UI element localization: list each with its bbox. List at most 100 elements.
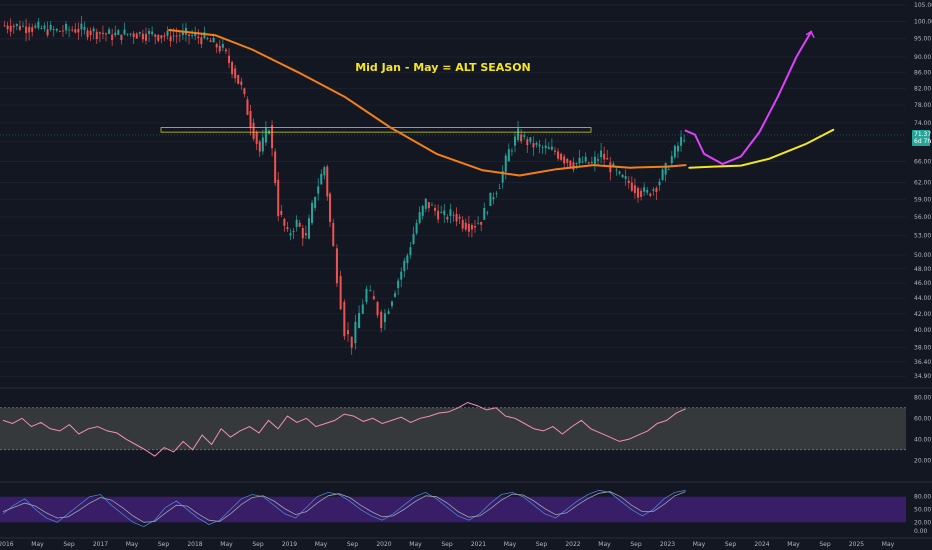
- candle-body: [464, 222, 467, 230]
- candle-body: [71, 29, 74, 31]
- candle-body: [52, 29, 55, 31]
- candle-body: [197, 36, 200, 39]
- candle-body: [664, 163, 667, 175]
- candle-body: [277, 179, 280, 216]
- candle-body: [311, 202, 314, 223]
- time-tick-label: 2020: [376, 541, 391, 548]
- time-tick-label: Sep: [347, 541, 359, 548]
- candle-body: [427, 202, 430, 208]
- candle-body: [307, 218, 310, 239]
- candle-body: [37, 21, 40, 28]
- time-tick-label: 2023: [660, 541, 675, 548]
- projection-line: [688, 128, 835, 169]
- candle-body: [658, 181, 661, 186]
- candle-body: [612, 163, 615, 167]
- time-tick-label: May: [693, 541, 706, 548]
- candle-body: [507, 149, 510, 162]
- candle-body: [376, 301, 379, 316]
- candle-body: [144, 33, 147, 41]
- last-price-label: 71.37: [914, 131, 931, 138]
- time-axis: 2016 May Sep 2017 May Sep 2018 May Sep 2019 May Sep…: [0, 537, 932, 548]
- candle-body: [298, 222, 301, 227]
- time-tick-label: May: [220, 541, 233, 548]
- time-tick-label: 2022: [565, 541, 580, 548]
- candle-body: [461, 219, 464, 229]
- candle-body: [292, 231, 295, 233]
- candle-body: [400, 271, 403, 280]
- price-tick-label: 46.00: [914, 280, 931, 287]
- candle-body: [25, 26, 28, 34]
- candle-body: [618, 171, 621, 174]
- candle-body: [495, 193, 498, 194]
- candle-body: [101, 32, 104, 35]
- candle-body: [178, 35, 181, 37]
- candle-body: [380, 311, 383, 329]
- candle-body: [486, 212, 489, 214]
- candle-body: [504, 155, 507, 172]
- candle-body: [406, 255, 409, 263]
- price-tick-label: 34.90: [914, 373, 931, 380]
- candle-body: [365, 288, 368, 302]
- time-tick-label: Sep: [630, 541, 642, 548]
- candle-body: [148, 30, 151, 35]
- candle-body: [181, 30, 184, 36]
- candle-body: [40, 28, 43, 29]
- candle-body: [240, 81, 243, 86]
- price-tick-label: 38.00: [914, 345, 931, 352]
- candle-body: [74, 29, 77, 33]
- candle-body: [295, 219, 298, 228]
- candle-body: [58, 31, 61, 32]
- candle-body: [553, 150, 556, 152]
- candle-body: [9, 25, 12, 32]
- candle-body: [621, 174, 624, 178]
- price-tick-label: 42.00: [914, 311, 931, 318]
- time-tick-label: Sep: [536, 541, 548, 548]
- candle-body: [61, 30, 64, 32]
- candle-body: [231, 61, 234, 75]
- price-tick-label: 50.00: [914, 252, 931, 259]
- candle-body: [421, 205, 424, 216]
- candle-body: [34, 25, 37, 28]
- candle-body: [627, 180, 630, 183]
- candle-body: [123, 29, 126, 35]
- candle-body: [80, 23, 83, 30]
- price-tick-label: 66.00: [914, 158, 931, 165]
- candle-body: [409, 247, 412, 256]
- candle-body: [261, 137, 264, 152]
- candle-body: [636, 188, 639, 198]
- time-tick-label: May: [409, 541, 422, 548]
- candle-body: [141, 33, 144, 40]
- stoch-k-line: [2, 489, 686, 528]
- candle-body: [332, 222, 335, 247]
- candle-body: [372, 296, 375, 300]
- candle-body: [597, 159, 600, 161]
- candle-body: [446, 216, 449, 220]
- candle-body: [535, 142, 538, 145]
- candle-body: [280, 210, 283, 215]
- candle-body: [593, 156, 596, 165]
- candle-body: [237, 74, 240, 84]
- candle-body: [520, 134, 523, 142]
- candle-body: [569, 160, 572, 167]
- candle-body: [289, 233, 292, 236]
- price-tick-label: 78.00: [914, 102, 931, 109]
- price-tick-label: 59.00: [914, 196, 931, 203]
- candle-body: [532, 143, 535, 148]
- candle-body: [526, 139, 529, 146]
- candle-body: [206, 38, 209, 39]
- candle-body: [615, 169, 618, 171]
- annotation-text: Mid Jan - May = ALT SEASON: [355, 61, 531, 74]
- price-tick-label: 48.00: [914, 266, 931, 273]
- candle-body: [550, 146, 553, 150]
- candle-body: [683, 140, 686, 142]
- candle-body: [590, 162, 593, 164]
- candle-body: [203, 32, 206, 39]
- candle-body: [661, 169, 664, 180]
- rsi-line: [2, 401, 686, 457]
- candle-body: [498, 187, 501, 189]
- rsi-panel: 80.00 60.00 40.00 20.00: [0, 387, 932, 464]
- candle-body: [43, 25, 46, 29]
- candle-body: [347, 330, 350, 335]
- candle-body: [258, 141, 261, 152]
